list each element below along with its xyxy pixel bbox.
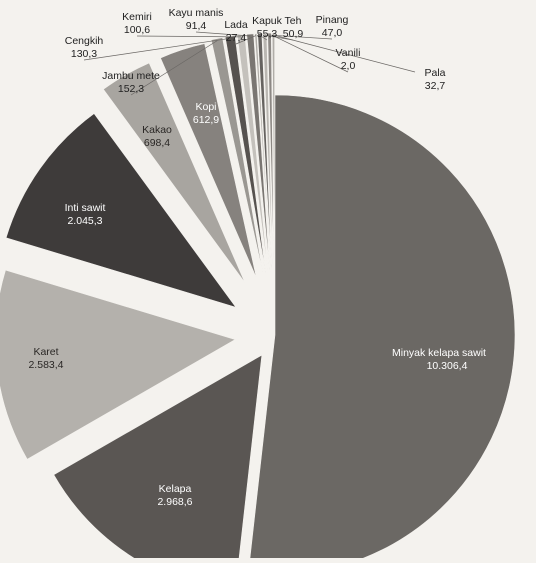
slice-value-lada: 27,4	[226, 32, 247, 44]
pie-slice-inti-sawit	[5, 113, 237, 308]
leader-line-pinang	[269, 34, 333, 40]
slice-label-kakao: Kakao	[142, 124, 172, 136]
slice-label-karet: Karet	[33, 346, 58, 358]
slice-label-jambu-mete: Jambu mete	[102, 70, 160, 82]
slice-value-pala: 32,7	[425, 80, 446, 92]
pie-slice-vanili	[271, 32, 275, 274]
slice-value-karet: 2.583,4	[28, 359, 63, 371]
slice-value-kakao: 698,4	[144, 137, 170, 149]
pie-slice-pala	[271, 32, 275, 274]
slice-value-kemiri: 100,6	[124, 24, 150, 36]
slice-value-cengkih: 130,3	[71, 48, 97, 60]
pie-slice-karet	[0, 269, 237, 460]
slice-value-jambu-mete: 152,3	[118, 83, 144, 95]
slice-label-kemiri: Kemiri	[122, 11, 152, 23]
slice-value-inti-sawit: 2.045,3	[67, 215, 102, 227]
pie-slice-minyak-kelapa-sawit	[249, 94, 516, 563]
leader-line-jambu-mete	[130, 40, 218, 96]
leader-line-lada	[235, 35, 257, 45]
slice-value-kayu-manis: 91,4	[186, 20, 207, 32]
pie-slice-kakao	[102, 62, 246, 284]
pie-slice-kayu-manis	[246, 33, 271, 274]
slice-value-teh: 50,9	[283, 28, 304, 40]
slice-label-kapuk: Kapuk	[252, 15, 283, 27]
slice-value-vanili: 2,0	[341, 60, 356, 72]
slice-label-cengkih: Cengkih	[65, 35, 104, 47]
slice-label-kelapa: Kelapa	[159, 483, 192, 495]
slice-value-kapuk: 55,3	[257, 28, 278, 40]
leader-line-kapuk	[259, 35, 268, 41]
pie-slice-kelapa	[53, 354, 263, 563]
slice-label-inti-sawit: Inti sawit	[65, 202, 106, 214]
pie-slice-pinang	[267, 32, 275, 274]
pie-slice-kapuk	[257, 32, 273, 274]
slice-label-kayu-manis: Kayu manis	[169, 7, 224, 19]
slice-label-pinang: Pinang	[316, 14, 349, 26]
pie-slice-kopi	[160, 43, 257, 279]
slice-label-pala: Pala	[424, 67, 445, 79]
pie-slice-lada	[254, 33, 272, 274]
leader-line-kemiri	[136, 35, 242, 38]
slice-value-kelapa: 2.968,6	[157, 496, 192, 508]
pie-slice-cengkih	[224, 35, 267, 274]
slice-label-lada: Lada	[224, 19, 248, 31]
slice-value-pinang: 47,0	[322, 27, 343, 39]
leader-line-pala	[273, 34, 416, 73]
pie-slice-jambu-mete	[210, 37, 264, 275]
slice-value-kopi: 612,9	[193, 114, 219, 126]
leader-line-vanili	[271, 34, 349, 73]
slice-value-minyak-kelapa-sawit: 10.306,4	[427, 360, 468, 372]
slice-label-teh: Teh	[285, 15, 302, 27]
slice-label-minyak-kelapa-sawit: Minyak kelapa sawit	[392, 347, 486, 359]
slice-label-vanili: Vanili	[336, 47, 361, 59]
pie-slice-teh	[262, 32, 274, 274]
leader-line-cengkih	[83, 37, 231, 61]
slice-label-kopi: Kopi	[195, 101, 216, 113]
leader-line-kayu-manis	[195, 31, 251, 37]
